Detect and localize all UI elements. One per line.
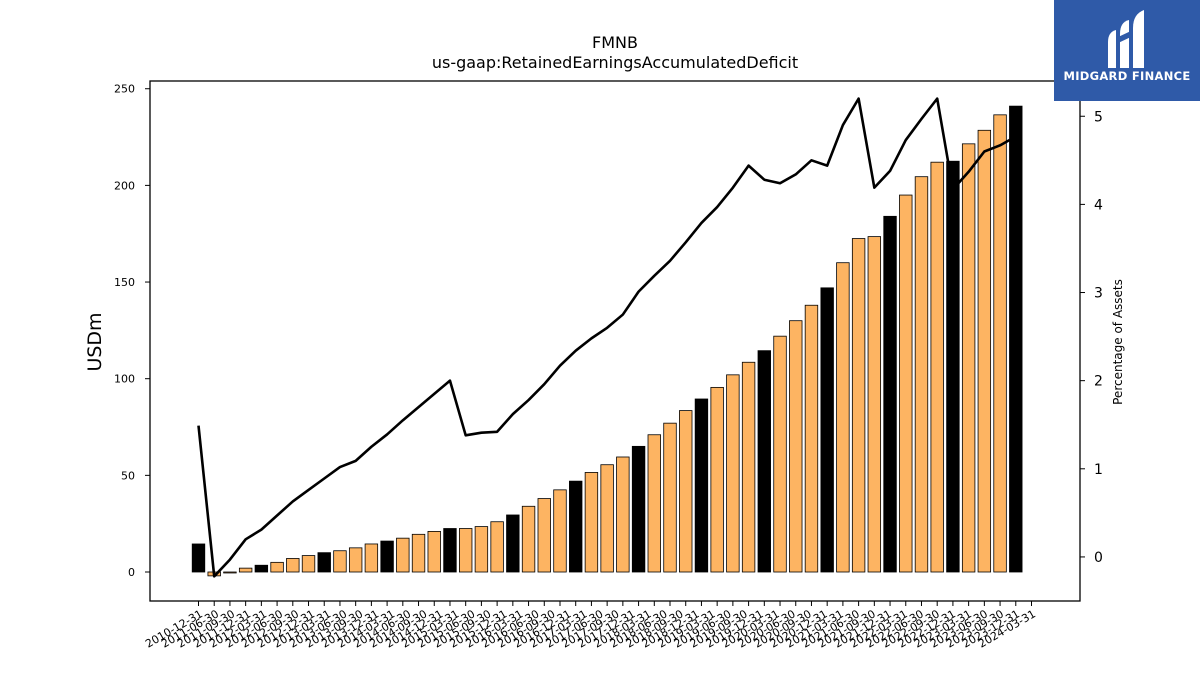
bar [710,386,724,573]
bar [380,540,394,573]
plot-frame [149,80,1081,602]
bar [663,422,677,573]
bar [474,526,489,573]
bar [584,472,599,573]
bar [616,456,630,573]
bar [396,537,410,573]
bar [631,445,646,573]
y-right-tick-label: 3 [1094,286,1103,302]
bar [946,160,960,573]
x-axis: 2010-12-312011-06-302011-09-302011-12-31… [143,601,1038,651]
y-right-tick-label: 0 [1094,550,1103,566]
bar [694,398,709,573]
bar [411,533,426,573]
bar [741,361,756,573]
bar [553,489,567,573]
y-axis-right: 0 1 2 3 4 5 [1080,109,1103,566]
bar [364,543,379,573]
bar [883,215,897,573]
y-right-tick-label: 5 [1094,109,1103,125]
bar [804,304,819,573]
bar [191,543,206,573]
y-right-tick-label: 2 [1094,374,1103,390]
bar [930,161,944,573]
bar [238,567,253,573]
bar [537,498,551,573]
y-axis-label-right: Percentage of Assets [1111,279,1125,405]
y-tick-label: 150 [114,276,135,289]
y-right-tick-label: 1 [1094,462,1103,478]
bar [899,194,913,573]
bar [647,434,661,573]
bar [1009,105,1023,573]
bar [317,552,331,573]
bar [254,564,269,573]
y-tick-label: 50 [121,469,135,482]
bar [836,262,850,573]
brand-badge: MIDGARD FINANCE [1054,0,1200,101]
bar [851,238,866,573]
bar [506,514,520,573]
bar [977,129,992,573]
bar [993,114,1007,573]
bar [820,287,834,573]
bar [867,236,882,573]
bar [348,547,363,573]
bar [914,176,929,573]
bar [757,350,771,573]
y-right-tick-label: 4 [1094,197,1103,213]
bar-series [191,105,1023,577]
y-tick-label: 0 [128,566,135,579]
y-tick-label: 250 [114,83,135,96]
y-tick-label: 100 [114,373,135,386]
bar [301,555,316,573]
bar [679,410,693,573]
bar [789,320,803,573]
chart-title: FMNB [592,33,638,52]
bar [600,464,614,573]
bar [427,531,441,573]
y-axis-label: USDm [84,312,106,371]
brand-name: MIDGARD FINANCE [1063,69,1191,83]
bar [223,571,237,574]
bar [961,143,976,573]
chart-subtitle: us-gaap:RetainedEarningsAccumulatedDefic… [432,53,798,72]
midgard-logo-icon [1108,10,1144,68]
y-axis-left: 0 50 100 150 200 250 [114,83,150,579]
bar [286,558,300,573]
bar [773,335,787,573]
bar [569,480,583,573]
bar [458,528,473,573]
y-tick-label: 200 [114,179,135,192]
bar [333,550,347,573]
bar [521,505,536,573]
bar [270,561,284,573]
percentage-line [197,97,1017,578]
bar [726,374,740,573]
bar [490,521,504,573]
bar [443,528,457,573]
